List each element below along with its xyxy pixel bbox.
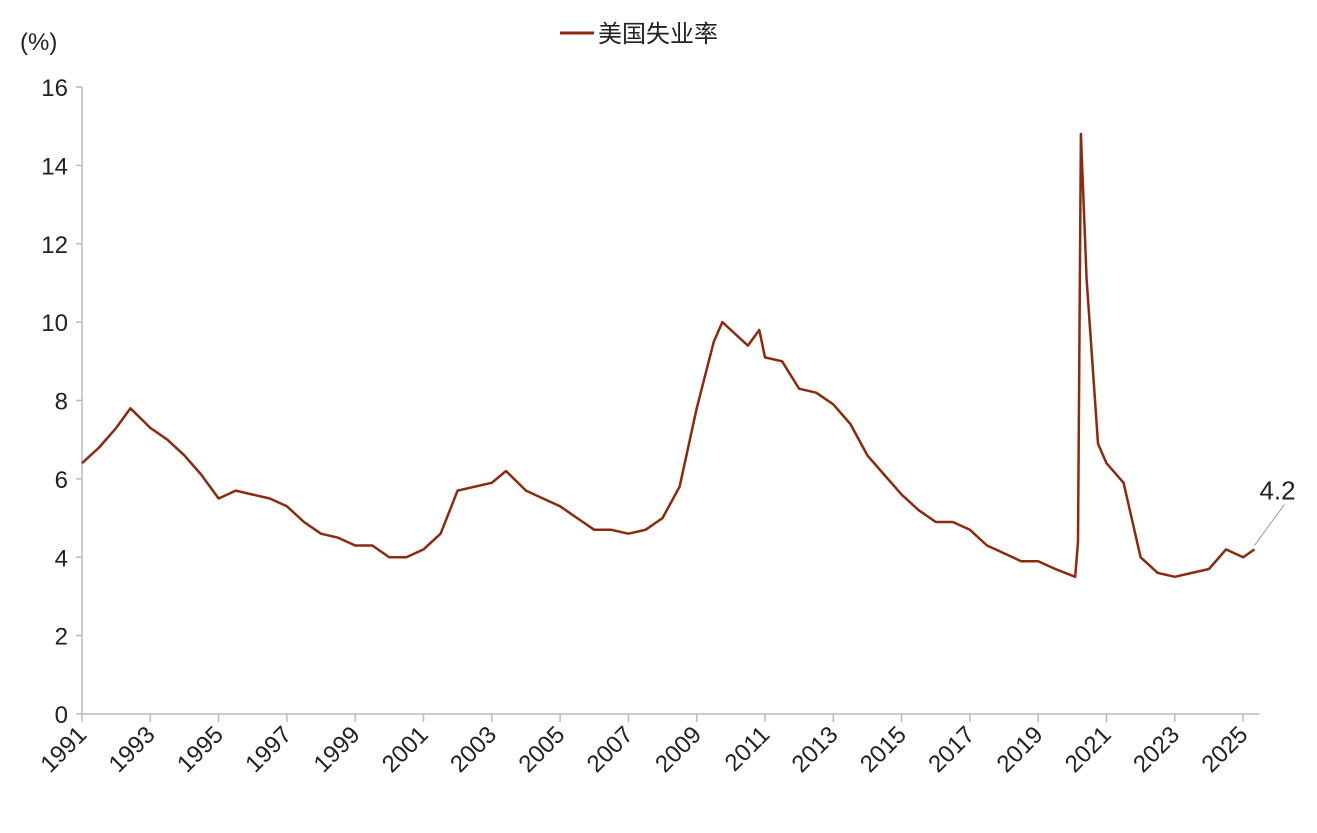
y-tick-label: 0 — [55, 702, 68, 729]
x-tick-label: 2009 — [650, 721, 707, 778]
y-tick-label: 6 — [55, 467, 68, 494]
series-line — [81, 132, 1256, 579]
y-axis-unit-label: (%) — [20, 29, 57, 56]
x-tick-label: 2023 — [1128, 721, 1185, 778]
y-tick-label: 16 — [41, 75, 68, 102]
x-tick-label: 2025 — [1196, 721, 1253, 778]
legend-label: 美国失业率 — [598, 21, 718, 48]
legend: 美国失业率 — [560, 21, 718, 48]
x-tick-label: 2013 — [787, 721, 844, 778]
x-tick-label: 1997 — [240, 721, 297, 778]
x-tick-label: 1991 — [35, 721, 92, 778]
x-tick-label: 2011 — [720, 721, 776, 777]
y-tick-label: 4 — [55, 545, 68, 572]
x-tick-label: 2015 — [855, 721, 912, 778]
x-tick-label: 2017 — [923, 721, 980, 778]
annotation-label: 4.2 — [1259, 475, 1295, 505]
annotation-leader-line — [1254, 504, 1285, 546]
y-tick-label: 2 — [55, 624, 68, 651]
x-tick-label: 2019 — [992, 721, 1049, 778]
x-tick-label: 2001 — [377, 721, 434, 778]
x-tick-label: 2021 — [1060, 721, 1117, 778]
x-tick-label: 2005 — [513, 721, 570, 778]
y-tick-label: 10 — [41, 310, 68, 337]
x-tick-label: 1993 — [104, 721, 161, 778]
x-tick-label: 2003 — [445, 721, 502, 778]
y-tick-label: 8 — [55, 389, 68, 416]
y-tick-label: 14 — [41, 153, 68, 180]
y-tick-label: 12 — [41, 232, 68, 259]
x-tick-label: 2007 — [582, 721, 639, 778]
x-tick-label: 1995 — [172, 721, 229, 778]
x-tick-label: 1999 — [309, 721, 366, 778]
